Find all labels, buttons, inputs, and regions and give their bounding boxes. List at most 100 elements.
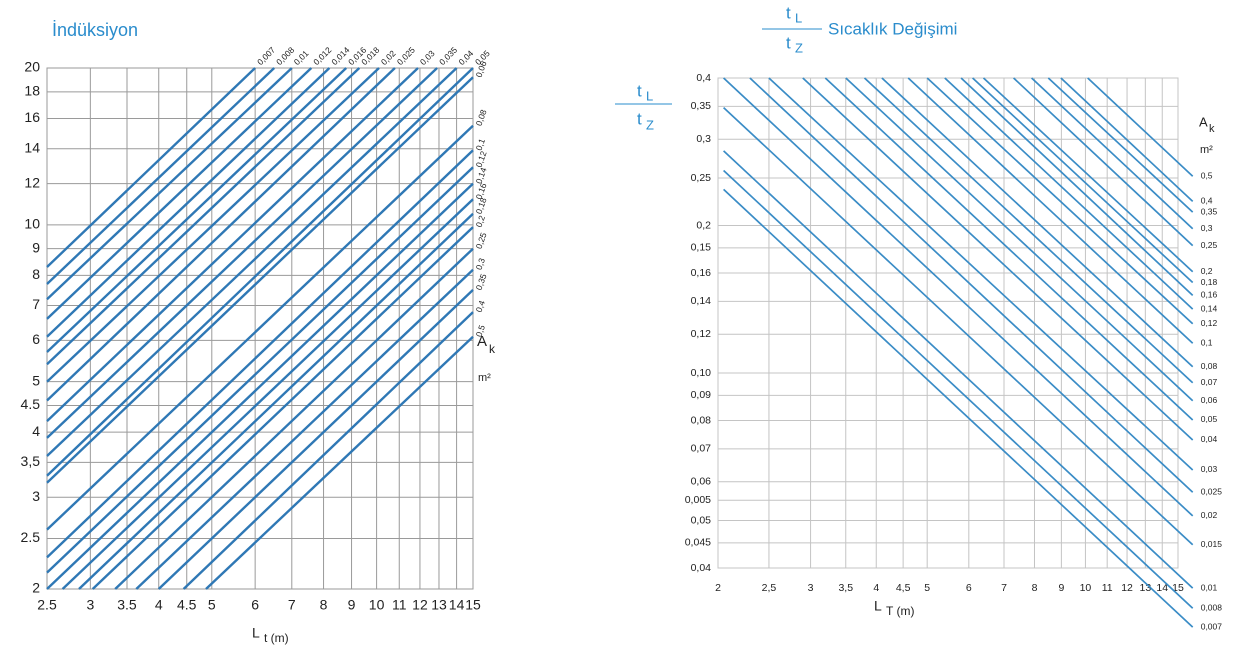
title-denominator: t xyxy=(786,33,791,52)
x-tick-label: 9 xyxy=(1058,582,1064,594)
x-tick-label: 4 xyxy=(155,597,163,613)
series-label: 0,08 xyxy=(1201,361,1218,371)
x-tick-label: 13 xyxy=(1139,582,1151,594)
series-line xyxy=(1060,77,1194,203)
series-line xyxy=(91,226,474,590)
series-line xyxy=(1031,77,1194,230)
series-label: 0,12 xyxy=(1201,318,1218,328)
x-tick-label: 4,5 xyxy=(896,582,911,594)
series-label: 0,014 xyxy=(329,45,351,67)
x-tick-label: 14 xyxy=(1156,582,1168,594)
x-tick-label: 4 xyxy=(873,582,879,594)
y-tick-label: 18 xyxy=(24,83,40,99)
series-line xyxy=(46,67,348,353)
y-tick-label: 0,14 xyxy=(691,295,712,307)
series-label: 0,035 xyxy=(437,45,459,67)
x-tick-label: 6 xyxy=(966,582,972,594)
x-tick-label: 5 xyxy=(208,597,216,613)
series-label: 0,4 xyxy=(474,299,488,314)
chart-title: İndüksiyon xyxy=(52,20,138,40)
series-label: 0,1 xyxy=(474,137,488,152)
series-line xyxy=(723,150,1194,589)
series-label: 0,16 xyxy=(1201,290,1218,300)
x-tick-label: 7 xyxy=(1001,582,1007,594)
series-line xyxy=(723,77,1194,517)
series-line xyxy=(46,67,396,402)
y-tick-label: 0,08 xyxy=(691,414,712,426)
series-line xyxy=(926,77,1194,325)
y-tick-label: 0,4 xyxy=(696,72,711,84)
x-tick-label: 14 xyxy=(449,597,465,613)
x-tick-label: 2,5 xyxy=(762,582,777,594)
x-tick-label: 3 xyxy=(86,597,94,613)
series-line xyxy=(182,311,474,590)
series-line xyxy=(723,106,1194,546)
series-line xyxy=(46,67,331,338)
series-label: 0,3 xyxy=(474,256,488,271)
x-tick-label: 13 xyxy=(431,597,447,613)
series-label: 0,3 xyxy=(1201,223,1213,233)
series-line xyxy=(46,76,474,484)
series-line xyxy=(907,77,1194,344)
series-label: 0,04 xyxy=(457,48,476,67)
y-tick-label: 0,25 xyxy=(691,172,712,184)
x-tick-label: 4.5 xyxy=(177,597,197,613)
x-tick-label: 8 xyxy=(320,597,328,613)
y-tick-label: 0,06 xyxy=(691,475,712,487)
y-tick-label: 0,35 xyxy=(691,100,712,112)
series-line xyxy=(61,198,474,590)
series-line xyxy=(46,67,474,477)
y-tick-label: 4 xyxy=(32,423,40,439)
series-label: 0,18 xyxy=(1201,277,1218,287)
y-label-denominator-sub: Z xyxy=(646,117,654,132)
x-tick-label: 8 xyxy=(1032,582,1038,594)
series-line xyxy=(723,169,1194,609)
y-tick-label: 20 xyxy=(24,59,40,75)
x-tick-label: 6 xyxy=(251,597,259,613)
series-label: 0,025 xyxy=(395,45,417,67)
series-label: 0,007 xyxy=(255,45,277,67)
series-line xyxy=(46,67,256,268)
x-axis-label-sub: t (m) xyxy=(264,631,289,645)
series-line xyxy=(135,268,474,590)
series-line xyxy=(46,67,438,439)
legend-unit: m² xyxy=(1200,144,1213,156)
y-tick-label: 14 xyxy=(24,139,40,155)
series-line xyxy=(824,77,1194,421)
series-label: 0,12 xyxy=(474,149,489,168)
series-label: 0,1 xyxy=(1201,338,1213,348)
series-line xyxy=(78,212,474,590)
y-tick-label: 16 xyxy=(24,109,40,125)
series-label: 0,14 xyxy=(1201,303,1218,313)
plot-frame xyxy=(717,77,1179,569)
series-label: 0,06 xyxy=(1201,395,1218,405)
x-tick-label: 3.5 xyxy=(117,597,137,613)
series-label: 0,4 xyxy=(1201,196,1213,206)
series-line xyxy=(46,149,474,559)
legend-title: A xyxy=(1199,114,1208,129)
x-tick-label: 15 xyxy=(1172,582,1184,594)
y-tick-label: 0,005 xyxy=(685,494,711,506)
legend-title-sub: k xyxy=(1209,123,1215,135)
legend-unit: m² xyxy=(478,372,491,384)
y-tick-label: 0,10 xyxy=(691,367,712,379)
y-tick-label: 0,3 xyxy=(696,133,711,145)
series-label: 0,2 xyxy=(1201,266,1213,276)
y-tick-label: 10 xyxy=(24,216,40,232)
y-label-numerator: t xyxy=(637,81,642,100)
y-tick-label: 0,09 xyxy=(691,389,712,401)
series-line xyxy=(46,182,474,590)
x-axis-label: L xyxy=(874,598,882,614)
title-numerator-sub: L xyxy=(795,10,802,25)
x-tick-label: 2.5 xyxy=(37,597,57,613)
series-line xyxy=(46,67,361,366)
series-label: 0,25 xyxy=(474,231,489,250)
x-tick-label: 12 xyxy=(412,597,428,613)
series-line xyxy=(46,67,313,320)
x-tick-label: 7 xyxy=(288,597,296,613)
series-line xyxy=(1047,77,1194,213)
series-line xyxy=(982,77,1194,273)
y-tick-label: 6 xyxy=(32,331,40,347)
y-tick-label: 0,15 xyxy=(691,242,712,254)
